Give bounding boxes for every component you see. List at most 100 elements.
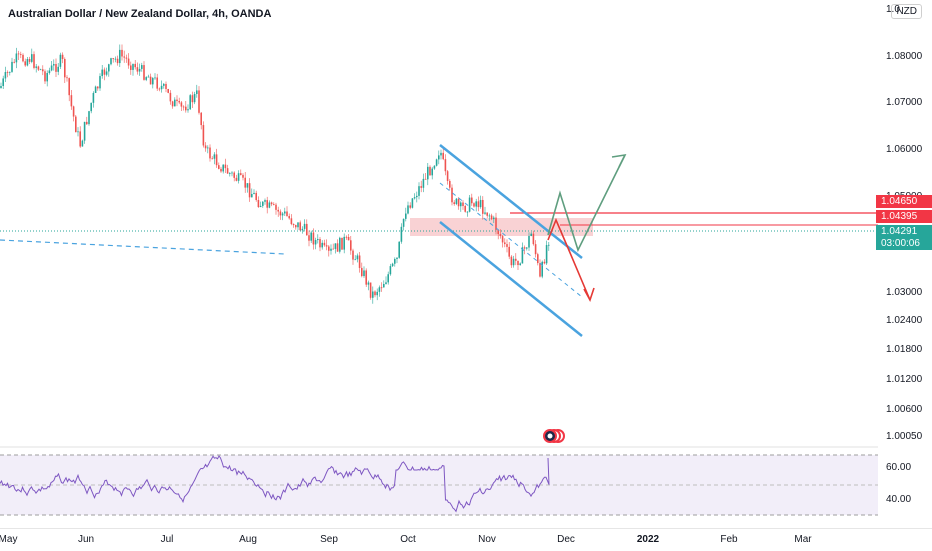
price-axis[interactable]: NZD 1.0 1.08000 1.07000 1.06000 1.05000 … xyxy=(878,0,932,528)
candle-body xyxy=(127,58,130,66)
candle-body xyxy=(209,147,211,159)
candle-body xyxy=(495,217,497,230)
candle-body xyxy=(488,215,491,217)
candle-body xyxy=(83,121,86,141)
candle-body xyxy=(169,92,172,102)
candle-body xyxy=(391,263,394,267)
candle-body xyxy=(103,69,106,75)
bearish-arrow-head xyxy=(583,287,595,302)
candle-body xyxy=(116,58,119,64)
candle-body xyxy=(523,247,526,249)
candle-body xyxy=(521,247,524,264)
candle-body xyxy=(295,225,297,228)
price-tick: 1.01800 xyxy=(886,344,923,355)
candle-body xyxy=(369,282,372,298)
candle-body xyxy=(279,211,282,216)
candle-body xyxy=(473,203,475,207)
candle-body xyxy=(290,218,293,225)
candle-body xyxy=(97,86,99,89)
rsi-line xyxy=(0,455,550,513)
price-tick: 1.06000 xyxy=(886,144,923,155)
price-chart[interactable]: Australian Dollar / New Zealand Dollar, … xyxy=(0,0,878,528)
candle-body xyxy=(442,152,444,160)
candle-body xyxy=(407,205,409,214)
price-tick: 1.07000 xyxy=(886,97,923,108)
candle-body xyxy=(363,270,365,277)
candle-body xyxy=(55,64,57,72)
tradingview-marker-icon[interactable] xyxy=(542,428,566,449)
candle-body xyxy=(24,61,26,66)
candle-body xyxy=(418,186,420,196)
candle-body xyxy=(486,212,488,216)
candle-body xyxy=(268,202,271,208)
lower-level-label: 1.04395 xyxy=(876,210,932,223)
candle-body xyxy=(42,69,44,72)
candle-body xyxy=(301,228,304,231)
candle-body xyxy=(57,66,59,72)
time-label: Dec xyxy=(557,534,575,545)
time-label: Nov xyxy=(478,534,496,545)
candle-body xyxy=(457,198,460,207)
current-price-label: 1.04291 xyxy=(876,225,932,238)
candle-body xyxy=(266,200,268,208)
candle-body xyxy=(90,102,92,112)
candle-body xyxy=(464,205,466,212)
candle-body xyxy=(253,192,255,194)
currency-badge[interactable]: NZD xyxy=(891,4,922,19)
candle-body xyxy=(68,78,70,96)
candle-body xyxy=(400,226,403,242)
chart-canvas[interactable] xyxy=(0,0,878,528)
time-label: Jul xyxy=(160,534,174,545)
candle-body xyxy=(334,243,337,249)
candle-body xyxy=(468,197,471,212)
candle-body xyxy=(319,239,321,248)
candle-body xyxy=(545,245,548,264)
candle-body xyxy=(213,154,216,159)
candle-body xyxy=(332,248,334,250)
time-label: Oct xyxy=(400,534,416,545)
candle-body xyxy=(99,76,101,89)
candle-body xyxy=(361,267,363,277)
candle-body xyxy=(530,233,532,236)
price-tick: 1.01200 xyxy=(886,374,923,385)
candle-body xyxy=(6,72,9,73)
candle-body xyxy=(297,222,299,228)
candle-body xyxy=(383,283,385,288)
candle-body xyxy=(413,197,416,199)
time-axis[interactable]: May Jun Jul Aug Sep Oct Nov Dec 2022 Feb… xyxy=(0,528,932,551)
candle-body xyxy=(519,263,521,266)
candle-body xyxy=(325,245,328,247)
candle-body xyxy=(182,106,185,108)
candle-body xyxy=(15,53,18,63)
candle-body xyxy=(460,202,462,207)
candle-body xyxy=(352,250,354,260)
candle-body xyxy=(308,235,310,241)
candle-body xyxy=(215,154,218,166)
candle-body xyxy=(444,159,447,172)
candle-body xyxy=(50,65,53,71)
candle-body xyxy=(204,145,207,149)
candle-body xyxy=(433,165,436,169)
candle-body xyxy=(143,65,145,80)
candle-body xyxy=(237,173,240,181)
time-label: Jun xyxy=(77,534,95,545)
candle-body xyxy=(356,255,359,260)
candle-body xyxy=(20,54,22,56)
candle-body xyxy=(134,63,136,68)
candle-body xyxy=(33,54,35,68)
candle-body xyxy=(501,236,504,243)
candle-body xyxy=(396,257,398,260)
candle-body xyxy=(310,232,312,241)
candle-body xyxy=(292,224,295,226)
candle-body xyxy=(138,68,141,72)
candle-body xyxy=(220,168,222,172)
candle-body xyxy=(312,232,315,245)
candle-body xyxy=(336,243,339,252)
candle-body xyxy=(145,77,147,80)
candle-body xyxy=(79,131,81,147)
candle-body xyxy=(77,131,79,133)
candle-body xyxy=(17,53,20,55)
candle-body xyxy=(471,197,473,204)
candle-body xyxy=(246,183,249,188)
candle-body xyxy=(405,213,407,219)
